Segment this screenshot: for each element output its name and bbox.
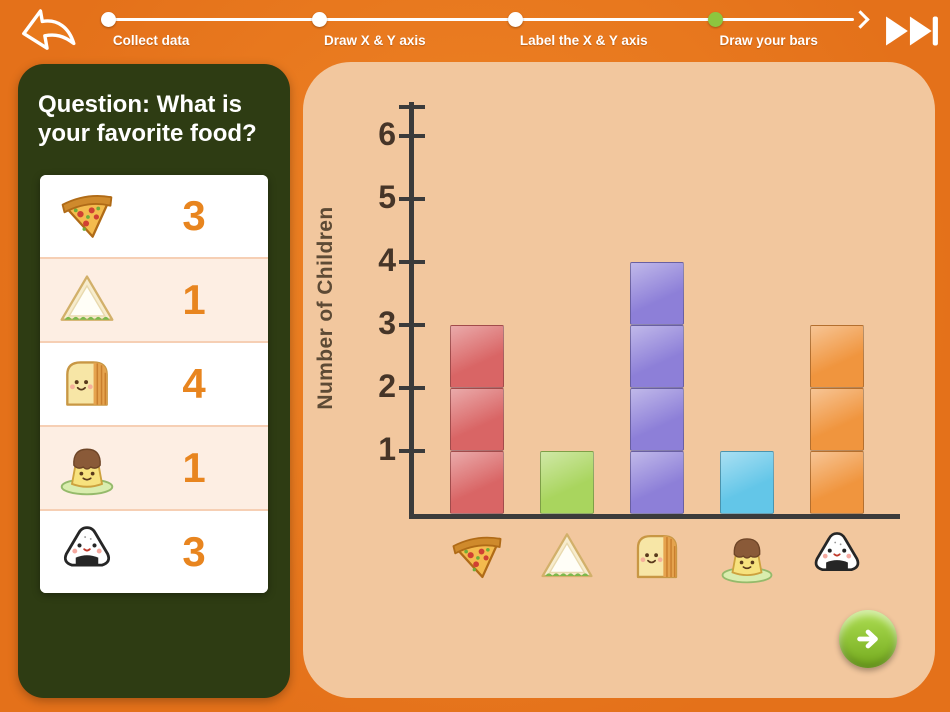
table-row-bread: 4 — [40, 342, 268, 427]
bar-chart-plot[interactable]: Number of Children 1 2 3 4 5 6 — [314, 102, 900, 519]
step-label: Draw X & Y axis — [324, 33, 426, 48]
question-title: Question: What is your favorite food? — [38, 91, 257, 148]
y-tick-mark — [399, 260, 425, 264]
onigiri-icon — [805, 528, 869, 586]
y-axis-label: Number of Children — [314, 206, 337, 410]
count-value: 1 — [182, 275, 206, 323]
bar-unit — [540, 451, 594, 514]
bar-unit — [720, 451, 774, 514]
chart-column-pudding[interactable] — [720, 102, 774, 514]
progress-stepper: Collect data Draw X & Y axis Label the X… — [100, 10, 872, 60]
bar-onigiri[interactable] — [810, 325, 864, 514]
bar-unit — [450, 325, 504, 388]
step-label: Draw your bars — [719, 33, 818, 48]
bar-pudding[interactable] — [720, 451, 774, 514]
y-tick-mark — [399, 323, 425, 327]
y-tick-mark — [399, 449, 425, 453]
count-value: 3 — [182, 527, 206, 575]
table-row-pizza: 3 — [40, 174, 268, 259]
bar-unit — [810, 388, 864, 451]
y-tick-label: 6 — [378, 116, 396, 152]
bar-unit — [450, 388, 504, 451]
y-tick-label: 4 — [378, 242, 396, 278]
chart-column-pizza[interactable] — [450, 102, 504, 514]
sandwich-icon — [54, 270, 120, 330]
y-tick-mark — [399, 134, 425, 138]
count-value: 3 — [182, 191, 206, 239]
question-panel: Question: What is your favorite food? 3 … — [18, 64, 290, 698]
back-arrow-icon — [22, 9, 76, 50]
stepper-line — [106, 18, 854, 21]
chart-column-sandwich[interactable] — [540, 102, 594, 514]
y-tick-mark — [399, 197, 425, 201]
step-dot-collect-data[interactable] — [100, 12, 116, 27]
food-count-table: 3 1 4 1 3 — [40, 174, 268, 593]
stepper-arrowhead-icon — [851, 10, 870, 29]
next-arrow-icon — [857, 629, 878, 649]
step-label: Collect data — [112, 33, 190, 48]
chart-columns — [414, 102, 900, 514]
back-button[interactable] — [12, 2, 76, 60]
bar-unit — [630, 451, 684, 514]
step-dot-draw-axis[interactable] — [312, 12, 328, 27]
next-button[interactable] — [839, 610, 897, 668]
table-row-onigiri: 3 — [40, 510, 268, 593]
step-dot-label-axis[interactable] — [507, 12, 523, 27]
bar-pizza[interactable] — [450, 325, 504, 514]
bar-unit — [810, 451, 864, 514]
step-label: Label the X & Y axis — [519, 33, 648, 48]
chart-column-onigiri[interactable] — [810, 102, 864, 514]
y-tick-mark — [399, 386, 425, 390]
onigiri-icon — [54, 522, 120, 582]
y-tick-label: 2 — [378, 368, 396, 404]
chart-column-bread[interactable] — [630, 102, 684, 514]
y-tick-label: 3 — [378, 305, 396, 341]
fast-forward-icon — [886, 16, 938, 46]
bar-bread[interactable] — [630, 262, 684, 514]
bar-unit — [810, 325, 864, 388]
table-row-pudding: 1 — [40, 426, 268, 511]
pizza-icon — [445, 528, 509, 586]
bar-unit — [630, 262, 684, 325]
pudding-icon — [54, 438, 120, 498]
bar-sandwich[interactable] — [540, 451, 594, 514]
bar-unit — [450, 451, 504, 514]
pizza-icon — [54, 186, 120, 246]
bar-unit — [630, 325, 684, 388]
y-tick-label: 1 — [378, 431, 396, 467]
step-dot-draw-bars[interactable] — [707, 12, 723, 27]
skip-button[interactable] — [884, 13, 940, 49]
pudding-icon — [715, 528, 779, 586]
y-tick-label: 5 — [378, 179, 396, 215]
count-value: 1 — [182, 443, 206, 491]
chart-panel: Number of Children 1 2 3 4 5 6 — [303, 62, 935, 698]
sandwich-icon — [535, 528, 599, 586]
table-row-sandwich: 1 — [40, 258, 268, 343]
bread-icon — [54, 354, 120, 414]
y-axis-top-tick — [399, 105, 425, 109]
bar-unit — [630, 388, 684, 451]
count-value: 4 — [182, 359, 206, 407]
bread-icon — [625, 528, 689, 586]
